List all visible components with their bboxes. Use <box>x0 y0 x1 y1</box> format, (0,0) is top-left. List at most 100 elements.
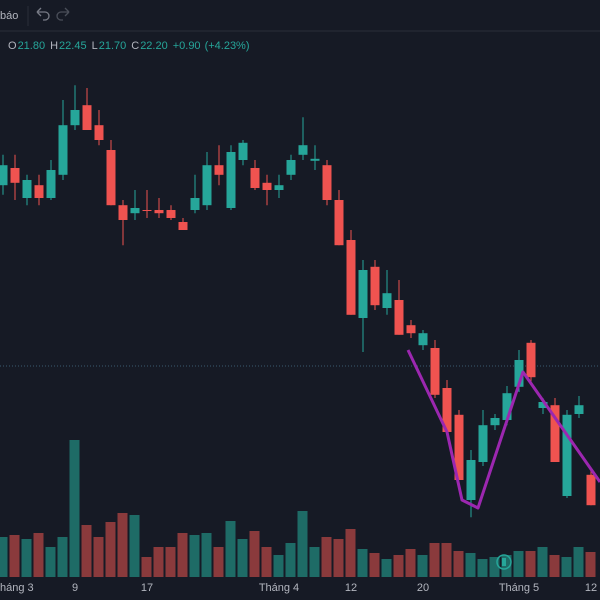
x-tick-label: 12 <box>585 582 597 594</box>
volume-bar <box>297 511 308 577</box>
toolbar-label[interactable]: báo <box>0 10 18 22</box>
volume-bar <box>381 559 392 577</box>
undo-button[interactable] <box>36 7 50 21</box>
candle-body <box>202 165 212 206</box>
candle-body <box>178 222 188 230</box>
header-value: 21.80 <box>18 40 46 52</box>
redo-button[interactable] <box>56 7 70 21</box>
candle-body <box>0 165 8 186</box>
volume-bar <box>45 547 56 577</box>
volume-bar <box>309 547 320 577</box>
header-value: 22.20 <box>140 40 168 52</box>
candle-body <box>190 198 200 210</box>
volume-bar <box>321 537 332 577</box>
candle-body <box>526 342 536 378</box>
candle-body <box>370 266 380 306</box>
candle-body <box>94 125 104 140</box>
candle-body <box>238 142 248 160</box>
volume-bar <box>345 529 356 577</box>
candle-body <box>106 150 116 206</box>
candle-body <box>298 145 308 155</box>
volume-bar <box>285 543 296 577</box>
x-tick-label: háng 3 <box>0 582 34 594</box>
plot-area: háng 3 9 17 Tháng 4 12 20 Tháng 5 12 <box>0 85 600 594</box>
header-change-pct: (+4.23%) <box>205 40 250 52</box>
candle-body <box>70 110 80 126</box>
candle-body <box>454 414 464 480</box>
header-key: C <box>131 40 139 52</box>
header-key: H <box>50 40 58 52</box>
volume-bar <box>249 531 260 577</box>
volume-bar <box>417 555 428 577</box>
candle-body <box>406 325 416 334</box>
volume-bar <box>333 539 344 577</box>
volume-bar <box>165 547 176 577</box>
x-tick-label: Tháng 5 <box>499 582 539 594</box>
candle-body <box>274 185 284 190</box>
volume-bar <box>21 539 32 577</box>
candle-body <box>478 425 488 462</box>
candle-body <box>226 152 236 208</box>
header-value: 22.45 <box>59 40 87 52</box>
candle-body <box>322 165 332 200</box>
candle-body <box>250 168 260 188</box>
candle-body <box>286 160 296 175</box>
volume-bar <box>453 551 464 577</box>
volume-bar <box>117 513 128 577</box>
candle-body <box>130 208 140 214</box>
volume-bar <box>105 522 116 577</box>
x-tick-label: 20 <box>417 582 429 594</box>
candle-body <box>214 165 224 175</box>
volume-bar <box>213 547 224 577</box>
volume-bar <box>489 557 500 577</box>
volume-bar <box>537 547 548 577</box>
candle-body <box>538 402 548 408</box>
volume-bar <box>273 555 284 577</box>
volume-bar <box>201 533 212 577</box>
x-tick-label: 17 <box>141 582 153 594</box>
candle-body <box>502 393 512 420</box>
candle-body <box>346 240 356 315</box>
x-tick-label: 9 <box>72 582 78 594</box>
header-key: L <box>92 40 98 52</box>
header-value: 21.70 <box>99 40 127 52</box>
volume-bar <box>0 537 8 577</box>
ohlc-header: O 21.80 H 22.45 L 21.70 C 22.20 +0.90 (+4.23%) <box>8 40 250 52</box>
x-tick-label: 12 <box>345 582 357 594</box>
volume-bar <box>69 440 80 577</box>
event-marker[interactable] <box>496 554 512 570</box>
volume-bar <box>405 549 416 577</box>
candle-body <box>34 185 44 198</box>
volume-bar <box>177 533 188 577</box>
candle-body <box>358 270 368 318</box>
event-marker-icon <box>502 558 506 566</box>
drawing-pattern <box>406 349 600 510</box>
volume-bar <box>393 555 404 577</box>
candle-body <box>46 170 56 198</box>
candle-body <box>82 105 92 130</box>
candle-body <box>562 414 572 496</box>
volume-bar <box>33 533 44 577</box>
volume-bar <box>225 521 236 577</box>
candle-body <box>430 348 440 395</box>
volume-bar <box>441 543 452 577</box>
volume-bar <box>93 537 104 577</box>
volume-bar <box>513 551 524 577</box>
candle-body <box>490 418 500 426</box>
candle-body <box>382 293 392 308</box>
volume-bar <box>57 537 68 577</box>
header-change: +0.90 <box>173 40 201 52</box>
candle-body <box>10 168 20 183</box>
candle-body <box>466 460 476 500</box>
candle-body <box>442 388 452 432</box>
candle-body <box>142 210 152 211</box>
volume-bar <box>549 555 560 577</box>
volume-bar <box>81 525 92 577</box>
candle-body <box>514 360 524 387</box>
header-key: O <box>8 40 17 52</box>
volume-bar <box>477 559 488 577</box>
volume-bar <box>465 553 476 577</box>
volume-bar <box>189 535 200 577</box>
volume-bar <box>153 547 164 577</box>
